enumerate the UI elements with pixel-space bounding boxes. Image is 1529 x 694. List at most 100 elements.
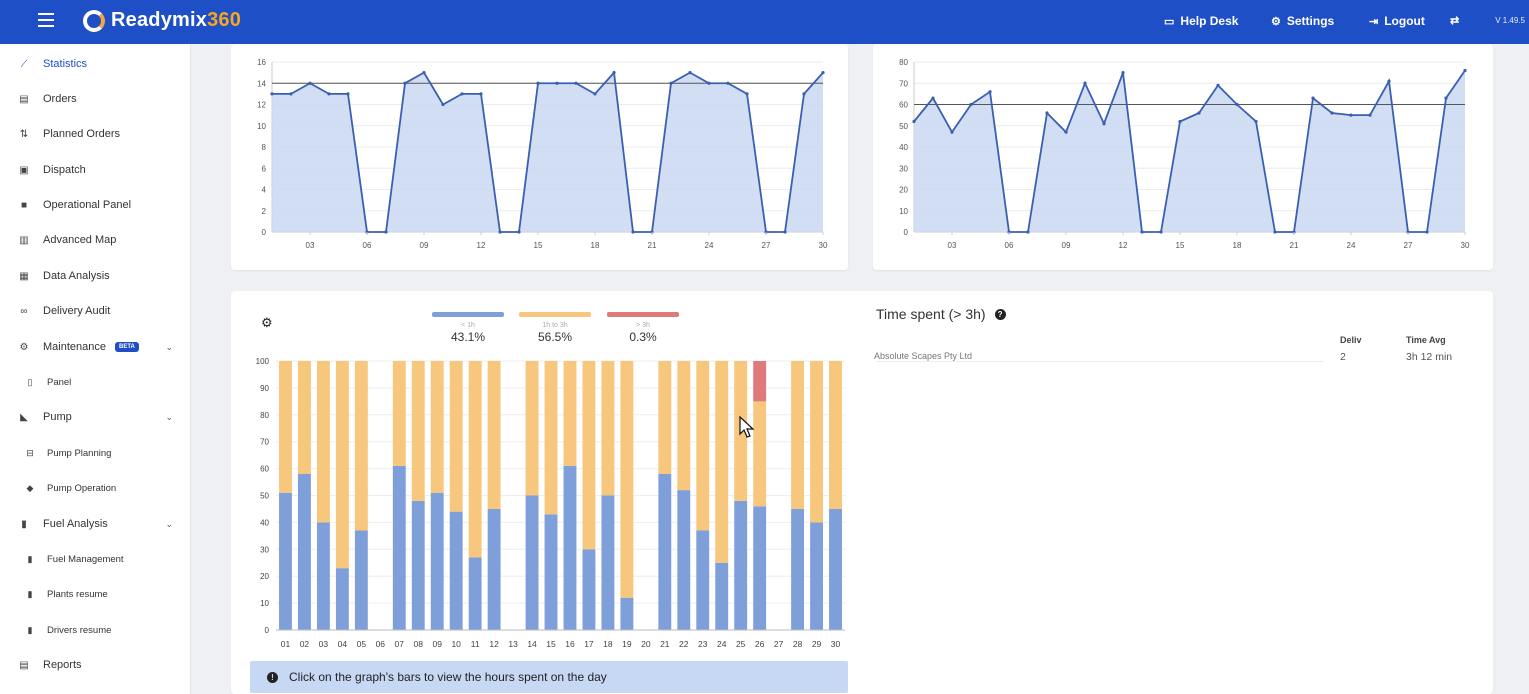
- data-point: [988, 90, 992, 94]
- data-point: [289, 92, 293, 96]
- language-icon: ⇄: [1450, 15, 1460, 27]
- info-icon: !: [267, 671, 278, 683]
- settings-link[interactable]: ⚙ Settings: [1271, 14, 1335, 28]
- y-tick-label: 70: [899, 79, 908, 88]
- audit-icon: ∞: [20, 305, 28, 317]
- x-tick-label: 15: [546, 639, 556, 649]
- sidebar-item-pump[interactable]: ◣ Pump ⌄: [0, 402, 191, 432]
- sidebar-item-panel[interactable]: ▯ Panel: [0, 367, 191, 397]
- bar-segment: [791, 361, 805, 509]
- sidebar-item-dispatch[interactable]: ▣ Dispatch: [19, 164, 86, 176]
- data-point: [517, 230, 521, 234]
- version-label: V 1.49.5: [1495, 16, 1525, 25]
- y-tick-label: 10: [899, 207, 908, 216]
- x-tick-label: 10: [451, 639, 461, 649]
- sidebar-item-planned-orders[interactable]: ⇅ Planned Orders: [19, 128, 121, 140]
- bar-segment: [658, 473, 672, 630]
- x-tick-label: 02: [300, 639, 310, 649]
- legend-item-1h-to-3h[interactable]: 1h to 3h 56.5%: [518, 312, 592, 344]
- bar-segment: [411, 361, 425, 501]
- data-point: [441, 102, 445, 107]
- chart-settings-gear-icon[interactable]: ⚙: [261, 315, 273, 330]
- x-tick-label: 27: [774, 639, 784, 649]
- app-logo[interactable]: Readymix360: [83, 9, 241, 32]
- logo-mark-icon: [83, 9, 105, 32]
- fuel-icon: ▮: [21, 518, 27, 530]
- area-fill: [272, 72, 823, 232]
- bar-segment: [544, 361, 558, 515]
- area-fill: [914, 70, 1465, 232]
- sidebar-item-orders[interactable]: ▤ Orders: [19, 93, 77, 105]
- data-point: [745, 92, 749, 96]
- pump-icon: ◣: [20, 411, 28, 423]
- bar-segment: [335, 568, 349, 630]
- bar-segment: [449, 361, 463, 512]
- x-tick-label: 19: [622, 639, 632, 649]
- sidebar-item-data-analysis[interactable]: ▦ Data Analysis: [19, 270, 110, 282]
- bar-segment: [449, 511, 463, 630]
- bar-segment: [620, 361, 634, 598]
- drivers-icon: ▮: [27, 624, 33, 635]
- sidebar-item-plants-resume[interactable]: ▮ Plants resume: [0, 579, 191, 609]
- data-point: [821, 71, 825, 75]
- bar-segment: [411, 500, 425, 630]
- help-icon[interactable]: ?: [994, 308, 1006, 320]
- chevron-down-icon[interactable]: ⌄: [165, 411, 173, 422]
- bar-segment: [468, 557, 482, 630]
- time-spent-stacked-bar-chart[interactable]: 0 10 20 30 40 50 60 70 80 90 100 01 02 03 04 05 06 07 08 09…: [231, 291, 851, 661]
- sidebar-item-advanced-map[interactable]: ▥ Advanced Map: [19, 234, 117, 246]
- sidebar-item-statistics[interactable]: ⟋ Statistics: [0, 49, 191, 79]
- x-tick-label: 07: [395, 639, 405, 649]
- hamburger-menu-icon[interactable]: [38, 13, 54, 27]
- volume-area-chart[interactable]: 0 10 20 30 40 50 60 70 80 03 06 09 12 15 18 21 24 27 30: [873, 44, 1493, 270]
- bar-segment: [696, 361, 710, 531]
- data-point: [308, 81, 312, 85]
- x-tick-label: 09: [420, 241, 429, 250]
- sidebar-item-pump-operation[interactable]: ◆ Pump Operation: [0, 473, 191, 503]
- line-chart-icon: ⟋: [20, 58, 28, 70]
- data-point: [950, 130, 954, 134]
- sidebar-item-delivery-audit[interactable]: ∞ Delivery Audit: [0, 296, 191, 326]
- data-point: [783, 230, 787, 234]
- sidebar-item-reports[interactable]: ▤ Reports: [19, 659, 82, 671]
- sidebar-item-drivers-resume[interactable]: ▮ Drivers resume: [0, 615, 191, 645]
- y-tick-label: 10: [257, 122, 266, 131]
- sidebar-item-operational-panel[interactable]: ■ Operational Panel: [0, 190, 191, 220]
- y-tick-label: 100: [256, 357, 270, 366]
- x-tick-label: 25: [736, 639, 746, 649]
- x-tick-label: 28: [793, 639, 803, 649]
- sidebar-item-fuel-management[interactable]: ▮ Fuel Management: [0, 544, 191, 574]
- data-point: [1349, 113, 1353, 117]
- legend-item-over-3h[interactable]: > 3h 0.3%: [606, 312, 680, 344]
- sidebar-item-fuel-analysis[interactable]: ▮ Fuel Analysis ⌄: [0, 509, 191, 539]
- x-tick-label: 06: [363, 241, 372, 250]
- language-button[interactable]: ⇄: [1450, 14, 1465, 27]
- y-tick-label: 16: [257, 58, 266, 67]
- pump-planning-icon: ⊟: [26, 447, 34, 458]
- beta-badge: BETA: [115, 342, 139, 352]
- data-point: [1387, 79, 1391, 83]
- legend-swatch: [432, 312, 504, 317]
- client-name-cell: Absolute Scapes Pty Ltd: [874, 351, 973, 361]
- sidebar-item-pump-planning[interactable]: ⊟ Pump Planning: [0, 438, 191, 468]
- bar-segment: [316, 522, 330, 630]
- bar-segment: [677, 361, 691, 491]
- help-desk-link[interactable]: ▭ Help Desk: [1164, 14, 1239, 28]
- series-line: [913, 69, 1466, 233]
- y-tick-label: 14: [257, 79, 266, 88]
- bar-segment: [430, 361, 444, 493]
- sidebar-item-maintenance[interactable]: ⚙ Maintenance BETA ⌄: [19, 341, 173, 353]
- data-point: [669, 81, 673, 85]
- deliveries-chart-card: 0 2 4 6 8 10 12 14 16 03 06 09 12 15 18 21 24 27 30: [231, 44, 848, 270]
- chevron-down-icon[interactable]: ⌄: [165, 518, 173, 529]
- logout-icon: ⇥: [1369, 15, 1379, 28]
- logout-link[interactable]: ⇥ Logout: [1369, 14, 1425, 28]
- chevron-down-icon[interactable]: ⌄: [165, 341, 173, 352]
- bar-segment: [487, 361, 501, 509]
- x-tick-label: 21: [648, 241, 657, 250]
- series-line: [272, 70, 824, 233]
- legend-item-under-1h[interactable]: < 1h 43.1%: [431, 312, 505, 344]
- data-point: [688, 71, 692, 75]
- y-tick-label: 60: [260, 465, 269, 474]
